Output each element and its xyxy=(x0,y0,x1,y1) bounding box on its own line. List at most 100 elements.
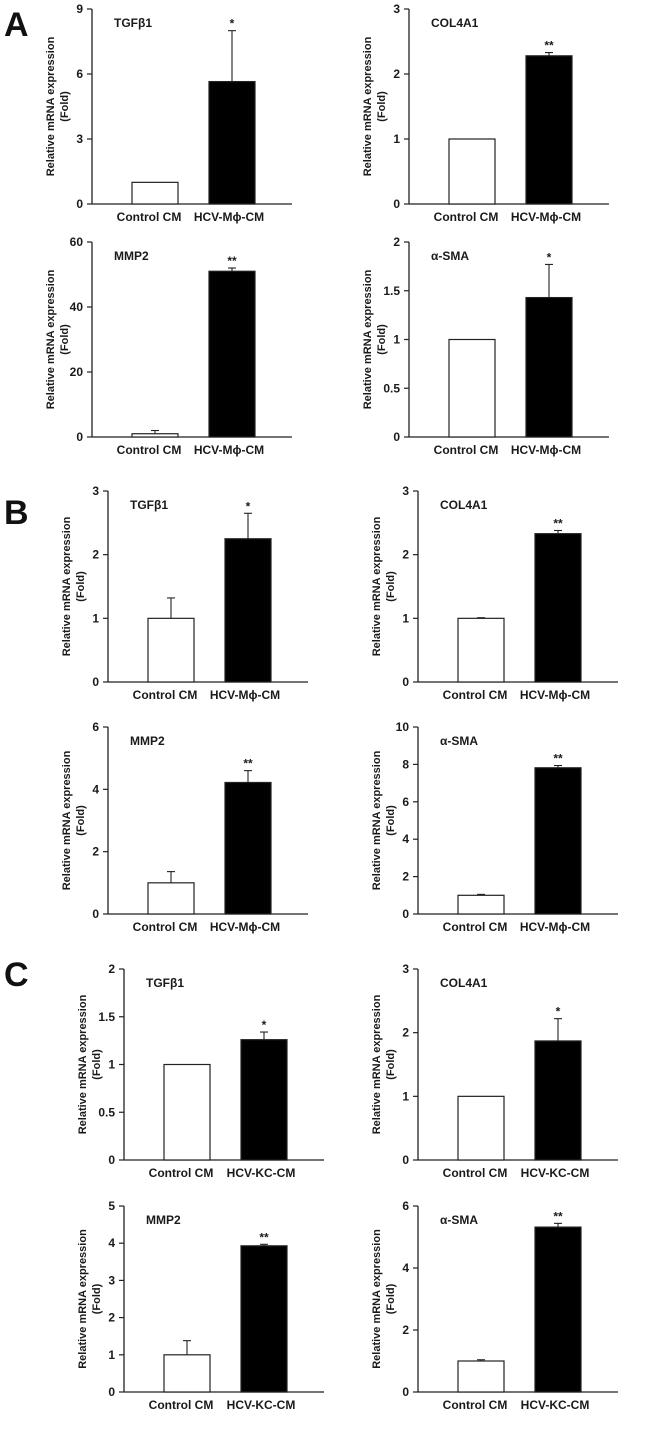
y-tick-label: 3 xyxy=(402,962,409,976)
y-tick-label: 3 xyxy=(76,132,83,146)
category-label: HCV-KC-CM xyxy=(227,1398,296,1412)
significance-marker: ** xyxy=(553,752,563,766)
y-tick-label: 1.5 xyxy=(383,284,400,298)
chart-b-4: 0 2 4 6 8 10 Control CM ** HCV-Mϕ-CM α-SMA Relativ… xyxy=(371,720,618,934)
y-tick-label: 1 xyxy=(92,611,99,625)
y-tick-label: 1 xyxy=(402,1089,409,1103)
bar xyxy=(224,538,272,683)
gene-title: COL4A1 xyxy=(431,16,479,30)
significance-marker: ** xyxy=(243,757,253,771)
y-tick-label: 1 xyxy=(393,132,400,146)
gene-title: MMP2 xyxy=(130,734,165,748)
bar xyxy=(147,882,195,915)
bar xyxy=(224,781,272,915)
y-tick-label: 6 xyxy=(92,720,99,734)
gene-title: MMP2 xyxy=(114,249,149,263)
y-tick-label: 0 xyxy=(402,1153,409,1167)
y-tick-label: 2 xyxy=(393,67,400,81)
y-tick-label: 0 xyxy=(402,1385,409,1399)
significance-marker: * xyxy=(246,499,251,513)
bar xyxy=(457,894,505,915)
y-tick-label: 2 xyxy=(92,548,99,562)
y-tick-label: 0 xyxy=(76,197,83,211)
y-tick-label: 60 xyxy=(70,235,84,249)
gene-title: COL4A1 xyxy=(440,498,488,512)
category-label: HCV-Mϕ-CM xyxy=(194,443,264,457)
bar xyxy=(208,80,256,205)
bar xyxy=(534,1226,582,1393)
y-tick-label: 4 xyxy=(92,782,99,796)
y-tick-label: 0 xyxy=(76,430,83,444)
chart-b-3: 0 2 4 6 Control CM ** HCV-Mϕ-CM MMP2 Relative mR… xyxy=(61,720,308,934)
gene-title: TGFβ1 xyxy=(130,498,168,512)
y-tick-label: 40 xyxy=(70,300,84,314)
bar xyxy=(240,1245,288,1393)
bar xyxy=(457,1095,505,1161)
category-label: Control CM xyxy=(434,210,499,224)
bar xyxy=(525,296,573,438)
bar xyxy=(131,181,179,205)
chart-b-1: 0 1 2 3 Control CM * HCV-Mϕ-CM TGFβ1 Relative mR… xyxy=(61,484,308,702)
panel-label-b: B xyxy=(4,494,29,532)
y-axis-label: Relative mRNA expression (Fold) xyxy=(77,1229,103,1369)
gene-title: α-SMA xyxy=(440,1213,478,1227)
chart-a-2: 0 1 2 3 Control CM ** HCV-Mϕ-CM COL4A1 Relative … xyxy=(362,2,609,224)
y-axis-label: Relative mRNA expression (Fold) xyxy=(61,750,87,890)
y-tick-label: 2 xyxy=(108,962,115,976)
gene-title: α-SMA xyxy=(431,249,469,263)
y-tick-label: 2 xyxy=(402,1026,409,1040)
y-axis-label: Relative mRNA expression (Fold) xyxy=(362,36,388,176)
category-label: HCV-Mϕ-CM xyxy=(511,210,581,224)
chart-a-1: 0 3 6 9 Control CM * HCV-Mϕ-CM TGFβ1 Relative mR… xyxy=(45,2,292,224)
y-tick-label: 3 xyxy=(108,1273,115,1287)
category-label: HCV-KC-CM xyxy=(521,1398,590,1412)
chart-c-1: 0 0.5 1 1.5 2 Control CM * HCV-KC-CM TGFβ1 Relati… xyxy=(77,962,324,1180)
bar xyxy=(534,767,582,915)
category-label: Control CM xyxy=(443,1166,508,1180)
y-tick-label: 6 xyxy=(402,795,409,809)
bar xyxy=(147,617,195,683)
y-tick-label: 3 xyxy=(402,484,409,498)
panel-label-a: A xyxy=(4,6,29,44)
bar xyxy=(457,1360,505,1393)
y-tick-label: 0.5 xyxy=(98,1105,115,1119)
category-label: Control CM xyxy=(149,1166,214,1180)
category-label: HCV-Mϕ-CM xyxy=(520,920,590,934)
category-label: Control CM xyxy=(149,1398,214,1412)
chart-c-3: 0 1 2 3 4 5 Control CM ** HCV-KC-CM MMP2 Relative … xyxy=(77,1199,324,1412)
y-axis-label: Relative mRNA expression (Fold) xyxy=(45,269,71,409)
y-tick-label: 0 xyxy=(108,1385,115,1399)
y-tick-label: 0.5 xyxy=(383,381,400,395)
chart-a-3: 0 20 40 60 Control CM ** HCV-Mϕ-CM MMP2 Relative… xyxy=(45,235,292,457)
chart-a-4: 0 0.5 1 1.5 2 Control CM * HCV-Mϕ-CM α-SMA Relati… xyxy=(362,235,609,457)
significance-marker: ** xyxy=(259,1230,269,1244)
chart-c-2: 0 1 2 3 Control CM * HCV-KC-CM COL4A1 Relative m… xyxy=(371,962,618,1180)
y-tick-label: 2 xyxy=(402,870,409,884)
y-tick-label: 5 xyxy=(108,1199,115,1213)
y-tick-label: 1 xyxy=(393,333,400,347)
bar xyxy=(457,617,505,683)
y-tick-label: 2 xyxy=(402,548,409,562)
category-label: Control CM xyxy=(133,688,198,702)
significance-marker: ** xyxy=(544,39,554,53)
bar xyxy=(525,55,573,205)
category-label: Control CM xyxy=(133,920,198,934)
y-tick-label: 1 xyxy=(108,1058,115,1072)
category-label: Control CM xyxy=(443,1398,508,1412)
y-tick-label: 1.5 xyxy=(98,1010,115,1024)
category-label: HCV-Mϕ-CM xyxy=(520,688,590,702)
y-tick-label: 1 xyxy=(402,611,409,625)
y-tick-label: 2 xyxy=(402,1323,409,1337)
category-label: HCV-KC-CM xyxy=(227,1166,296,1180)
y-tick-label: 3 xyxy=(393,2,400,16)
y-tick-label: 0 xyxy=(393,430,400,444)
y-tick-label: 2 xyxy=(108,1311,115,1325)
significance-marker: * xyxy=(230,17,235,31)
y-tick-label: 0 xyxy=(402,675,409,689)
category-label: Control CM xyxy=(117,210,182,224)
category-label: HCV-Mϕ-CM xyxy=(194,210,264,224)
significance-marker: ** xyxy=(553,1209,563,1223)
y-tick-label: 4 xyxy=(108,1236,115,1250)
y-axis-label: Relative mRNA expression (Fold) xyxy=(362,269,388,409)
